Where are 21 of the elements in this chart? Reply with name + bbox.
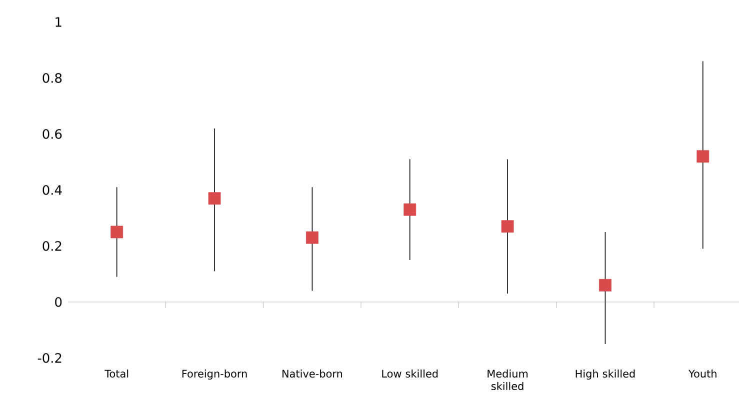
x-tick-label: Low skilled bbox=[382, 370, 438, 378]
y-tick-label: 0.6 bbox=[42, 129, 62, 139]
x-tick-label: Medium skilled bbox=[488, 370, 528, 390]
point bbox=[208, 192, 221, 205]
point bbox=[696, 150, 710, 163]
y-tick-label: 1 bbox=[56, 17, 62, 27]
x-tick-label: Total bbox=[104, 370, 128, 378]
y-tick-label: 0.4 bbox=[42, 185, 62, 195]
point bbox=[110, 226, 124, 238]
y-tick-label: 0 bbox=[55, 297, 62, 307]
point bbox=[599, 279, 612, 292]
y-tick-label: 0.2 bbox=[42, 241, 62, 251]
x-tick-label: Foreign-born bbox=[182, 370, 247, 380]
y-tick-label: -0.2 bbox=[38, 353, 62, 363]
x-tick-label: High skilled bbox=[576, 370, 635, 380]
y-tick-label: 0.8 bbox=[42, 73, 62, 83]
point bbox=[501, 220, 514, 233]
point bbox=[306, 231, 318, 244]
x-tick-label: Native-born bbox=[282, 370, 342, 378]
x-tick-label: Youth bbox=[688, 370, 716, 378]
point bbox=[404, 203, 416, 216]
